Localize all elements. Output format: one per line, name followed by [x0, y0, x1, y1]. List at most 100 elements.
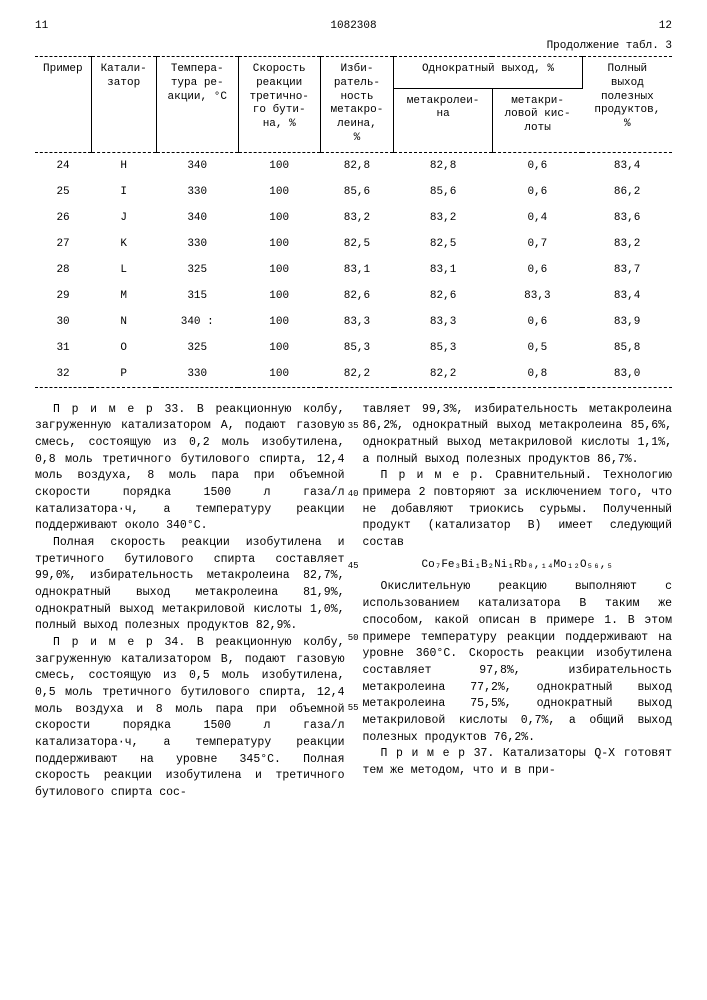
- cell: 85,8: [582, 335, 672, 361]
- cell: 83,1: [394, 257, 493, 283]
- cell: 31: [35, 335, 91, 361]
- cell: 83,2: [582, 231, 672, 257]
- cell: 315: [156, 283, 238, 309]
- cell: 83,0: [582, 361, 672, 388]
- cell: 100: [238, 257, 320, 283]
- cell: 100: [238, 179, 320, 205]
- table-row: 24H34010082,882,80,683,4: [35, 152, 672, 179]
- cell: 28: [35, 257, 91, 283]
- col-methacrolein: метакролеи-на: [394, 88, 493, 152]
- para-33: П р и м е р 33. В реакционную колбу, заг…: [35, 402, 345, 535]
- col-single-yield: Однократный выход, %: [394, 57, 582, 89]
- cell: 83,3: [320, 309, 394, 335]
- cell: J: [91, 205, 156, 231]
- table-head: Пример Катали-затор Темпера-тура ре-акци…: [35, 57, 672, 153]
- cell: 0,6: [492, 309, 582, 335]
- cell: 82,8: [320, 152, 394, 179]
- table-row: 29M31510082,682,683,383,4: [35, 283, 672, 309]
- line-num: 45: [348, 560, 359, 573]
- cell: 82,5: [394, 231, 493, 257]
- col-selectivity: Изби-ратель-ностьметакро-леина,%: [320, 57, 394, 153]
- cell: 25: [35, 179, 91, 205]
- cell: M: [91, 283, 156, 309]
- cell: N: [91, 309, 156, 335]
- para-cont: тавляет 99,3%, избирательность метакроле…: [363, 402, 673, 469]
- cell: 27: [35, 231, 91, 257]
- cell: 100: [238, 335, 320, 361]
- para-37: П р и м е р 37. Катализаторы Q-X готовят…: [363, 746, 673, 779]
- cell: 82,8: [394, 152, 493, 179]
- cell: 0,8: [492, 361, 582, 388]
- para-compare: П р и м е р. Сравнительный. Технологию п…: [363, 468, 673, 551]
- line-num: 50: [348, 632, 359, 645]
- page-header: 11 1082308 12: [35, 20, 672, 32]
- cell: 100: [238, 231, 320, 257]
- cell: 330: [156, 179, 238, 205]
- cell: 83,1: [320, 257, 394, 283]
- cell: 83,3: [394, 309, 493, 335]
- cell: 0,5: [492, 335, 582, 361]
- cell: 100: [238, 205, 320, 231]
- cell: 83,4: [582, 152, 672, 179]
- cell: 83,9: [582, 309, 672, 335]
- para-33b: Полная скорость реакции изобутилена и тр…: [35, 535, 345, 635]
- table-row: 27K33010082,582,50,783,2: [35, 231, 672, 257]
- cell: 100: [238, 283, 320, 309]
- cell: 32: [35, 361, 91, 388]
- table-row: 30N340 :10083,383,30,683,9: [35, 309, 672, 335]
- table-row: 28L32510083,183,10,683,7: [35, 257, 672, 283]
- cell: 0,4: [492, 205, 582, 231]
- table-body: 24H34010082,882,80,683,425I33010085,685,…: [35, 152, 672, 387]
- data-table: Пример Катали-затор Темпера-тура ре-акци…: [35, 56, 672, 388]
- right-column: тавляет 99,3%, избирательность метакроле…: [363, 402, 673, 802]
- col-rate: Скоростьреакциитретично-го бути-на, %: [238, 57, 320, 153]
- col-example: Пример: [35, 57, 91, 153]
- cell: 83,2: [394, 205, 493, 231]
- table-continuation: Продолжение табл. 3: [35, 40, 672, 52]
- cell: P: [91, 361, 156, 388]
- col-methacrylic: метакри-ловой кис-лоты: [492, 88, 582, 152]
- cell: 100: [238, 152, 320, 179]
- cell: 325: [156, 335, 238, 361]
- cell: 82,2: [320, 361, 394, 388]
- cell: 85,3: [394, 335, 493, 361]
- line-num: 55: [348, 702, 359, 715]
- col-total: Полныйвыходполезныхпродуктов,%: [582, 57, 672, 153]
- col-catalyst: Катали-затор: [91, 57, 156, 153]
- cell: 340: [156, 152, 238, 179]
- cell: 330: [156, 361, 238, 388]
- cell: 82,5: [320, 231, 394, 257]
- cell: 29: [35, 283, 91, 309]
- body-text: П р и м е р 33. В реакционную колбу, заг…: [35, 402, 672, 802]
- cell: 83,2: [320, 205, 394, 231]
- cell: 340: [156, 205, 238, 231]
- table-row: 25I33010085,685,60,686,2: [35, 179, 672, 205]
- cell: 82,6: [394, 283, 493, 309]
- col-temp: Темпера-тура ре-акции, °С: [156, 57, 238, 153]
- cell: 83,7: [582, 257, 672, 283]
- cell: 85,6: [394, 179, 493, 205]
- cell: O: [91, 335, 156, 361]
- cell: 83,3: [492, 283, 582, 309]
- cell: 24: [35, 152, 91, 179]
- cell: 26: [35, 205, 91, 231]
- cell: 340 :: [156, 309, 238, 335]
- left-column: П р и м е р 33. В реакционную колбу, заг…: [35, 402, 345, 802]
- page-num-left: 11: [35, 20, 48, 32]
- cell: 0,6: [492, 257, 582, 283]
- cell: 330: [156, 231, 238, 257]
- cell: L: [91, 257, 156, 283]
- cell: 82,2: [394, 361, 493, 388]
- cell: I: [91, 179, 156, 205]
- cell: 83,6: [582, 205, 672, 231]
- cell: 100: [238, 309, 320, 335]
- cell: 82,6: [320, 283, 394, 309]
- cell: 30: [35, 309, 91, 335]
- table-row: 31O32510085,385,30,585,8: [35, 335, 672, 361]
- table-row: 32P33010082,282,20,883,0: [35, 361, 672, 388]
- para-oxidation: Окислительную реакцию выполняют с исполь…: [363, 579, 673, 746]
- cell: 86,2: [582, 179, 672, 205]
- para-34: П р и м е р 34. В реакционную колбу, заг…: [35, 635, 345, 802]
- cell: 0,6: [492, 152, 582, 179]
- page-num-right: 12: [659, 20, 672, 32]
